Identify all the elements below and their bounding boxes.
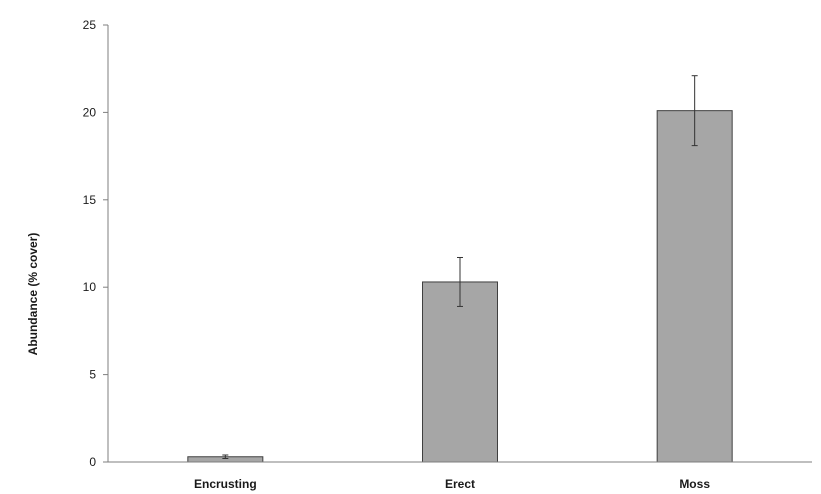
error-bar-moss [691,75,698,147]
y-tick-label: 25 [83,18,97,32]
error-bar-erect [457,256,463,307]
y-tick-label: 10 [83,280,97,294]
x-category-label: Moss [679,477,710,491]
y-tick-label: 20 [83,105,97,119]
y-axis-title: Abundance (% cover) [26,233,40,356]
bar-erect [422,281,498,463]
y-tick-label: 5 [89,368,96,382]
bars [187,110,733,463]
error-bars [222,75,698,460]
y-tick-label: 0 [89,455,96,469]
x-axis-labels: Encrusting Erect Moss [194,477,710,491]
y-axis-ticks: 0 5 10 15 20 25 [83,18,108,469]
y-tick-label: 15 [83,193,97,207]
x-category-label: Erect [445,477,475,491]
x-category-label: Encrusting [194,477,257,491]
bar-moss [656,110,733,463]
error-bar-encrusting [222,454,229,460]
